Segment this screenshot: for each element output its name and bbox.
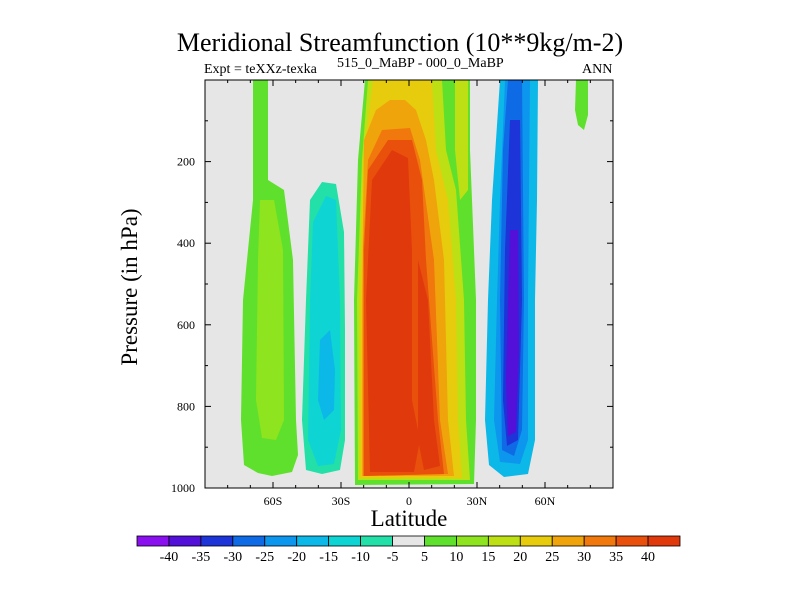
colorbar-swatch [328, 535, 361, 547]
colorbar-label: -20 [287, 550, 306, 565]
colorbar-swatch [296, 535, 330, 547]
colorbar-label: -25 [255, 550, 274, 565]
colorbar-swatch [392, 535, 425, 547]
colorbar-label: 20 [513, 550, 527, 565]
colorbar-swatch [487, 535, 521, 547]
contour-nh-negative-core [506, 230, 519, 436]
colorbar-label: 30 [577, 550, 591, 565]
colorbar-swatch [168, 535, 202, 547]
y-tick-label: 200 [177, 155, 195, 169]
contour-sh-positive-inner [256, 200, 284, 440]
colorbar-swatch [519, 535, 553, 547]
colorbar-label: -30 [223, 550, 242, 565]
x-tick-label: 30N [467, 494, 488, 508]
colorbar-label: -40 [160, 550, 179, 565]
y-tick-label: 800 [177, 399, 195, 413]
colorbar-swatch [583, 535, 617, 547]
colorbar-swatch [136, 535, 170, 547]
x-tick-label: 60N [535, 494, 556, 508]
colorbar-label: -35 [192, 550, 211, 565]
colorbar-label: 25 [545, 550, 559, 565]
colorbar-label: 35 [609, 550, 623, 565]
contour-sh-negative-mid [308, 196, 341, 466]
x-tick-label: 30S [332, 494, 351, 508]
colorbar-label: 10 [449, 550, 463, 565]
chart-title: Meridional Streamfunction (10**9kg/m-2) [176, 28, 624, 57]
contour-upper-tongue-1 [390, 80, 398, 100]
contour-tropical-positive-core-south [366, 150, 420, 472]
colorbar: -40 -35 -30 -25 -20 -15 -10 -5 5 10 15 20 25 30 35 40 [136, 535, 681, 565]
colorbar-label: 40 [641, 550, 655, 565]
colorbar-swatch [456, 535, 489, 547]
contour-field [241, 80, 588, 485]
y-tick-label: 400 [177, 236, 195, 250]
x-tick-label: 60S [264, 494, 283, 508]
contour-upper-tongue-2 [455, 80, 468, 200]
colorbar-label: -10 [351, 550, 370, 565]
colorbar-label: -15 [319, 550, 338, 565]
colorbar-swatch [424, 535, 457, 547]
colorbar-label: 5 [421, 550, 428, 565]
colorbar-swatch [200, 535, 234, 547]
colorbar-swatch [360, 535, 393, 547]
colorbar-swatch [551, 535, 585, 547]
colorbar-swatch [232, 535, 266, 547]
season-label: ANN [582, 62, 613, 77]
y-tick-label: 1000 [171, 481, 195, 495]
colorbar-label: 15 [481, 550, 495, 565]
experiment-label: Expt = teXXz-texka [204, 62, 317, 77]
contour-arctic-positive [575, 80, 588, 130]
x-tick-label: 0 [406, 494, 412, 508]
axis-ticks: 60S 30S 0 30N 60N 200 400 600 800 1000 [171, 80, 614, 508]
contour-sh-negative-inner [318, 330, 335, 420]
y-tick-label: 600 [177, 318, 195, 332]
contour-tropical-positive-core-north [418, 260, 440, 470]
colorbar-swatch [264, 535, 298, 547]
period-label: 515_0_MaBP - 000_0_MaBP [337, 56, 504, 71]
y-axis-label: Pressure (in hPa) [117, 208, 142, 366]
colorbar-label: -5 [387, 550, 399, 565]
colorbar-swatch [615, 535, 649, 547]
colorbar-swatch [647, 535, 681, 547]
x-axis-label: Latitude [370, 506, 448, 531]
